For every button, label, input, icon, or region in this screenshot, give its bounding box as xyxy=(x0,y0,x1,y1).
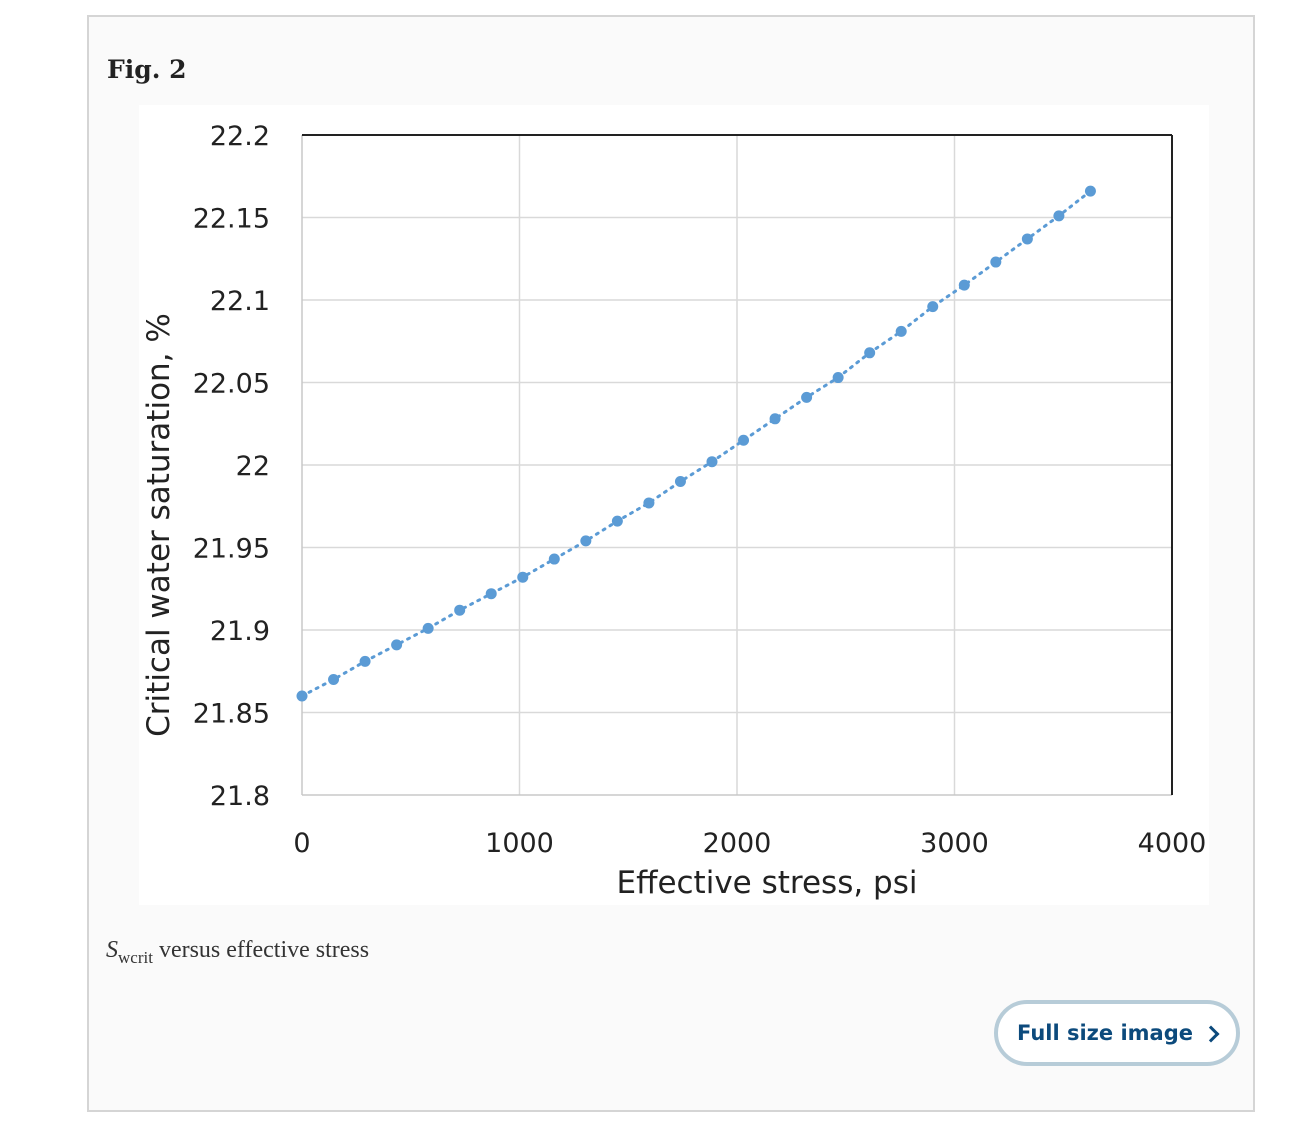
full-size-image-label: Full size image xyxy=(1017,1021,1193,1045)
x-tick-label: 0 xyxy=(293,828,310,859)
data-point xyxy=(738,434,750,446)
y-tick-label: 22.15 xyxy=(193,204,270,235)
x-axis-title: Effective stress, psi xyxy=(617,865,918,901)
y-tick-label: 22.1 xyxy=(210,286,270,317)
y-tick-label: 21.85 xyxy=(193,699,270,730)
data-point xyxy=(485,588,497,600)
full-size-image-button[interactable]: Full size image xyxy=(994,1000,1240,1066)
data-point xyxy=(958,279,970,291)
caption-symbol: S xyxy=(106,937,118,963)
figure-label: Fig. 2 xyxy=(107,55,187,84)
data-point xyxy=(706,456,718,468)
chart-area: 21.8 21.85 21.9 21.95 22 22.05 22.1 22.15 22.2 0 1… xyxy=(139,105,1209,905)
y-tick-label: 21.8 xyxy=(210,781,270,812)
data-point xyxy=(990,256,1002,268)
series-trend-line xyxy=(300,189,1092,698)
y-tick-label: 21.9 xyxy=(210,616,270,647)
data-point xyxy=(674,476,686,487)
x-tick-label: 3000 xyxy=(920,828,989,859)
x-tick-label: 2000 xyxy=(703,828,772,859)
y-axis-title: Critical water saturation, % xyxy=(141,313,177,737)
data-point xyxy=(422,622,434,634)
data-point xyxy=(391,639,403,651)
data-point xyxy=(454,604,466,616)
data-point xyxy=(1053,210,1065,222)
chart-series xyxy=(296,185,1096,702)
data-point xyxy=(296,690,308,702)
chevron-right-icon xyxy=(1202,1025,1220,1042)
data-point xyxy=(611,515,623,527)
y-tick-label: 21.95 xyxy=(193,534,270,565)
data-point xyxy=(864,347,876,359)
data-point xyxy=(927,301,939,313)
data-point xyxy=(1084,185,1096,197)
x-tick-label: 1000 xyxy=(485,828,554,859)
data-point xyxy=(517,571,529,583)
data-point xyxy=(801,391,813,403)
figure-caption: Swcrit versus effective stress xyxy=(106,937,369,968)
x-tick-label: 4000 xyxy=(1138,828,1207,859)
figure-panel: Fig. 2 21.8 21.85 21.9 21.95 22 22.05 22.1 22.1… xyxy=(87,15,1255,1112)
data-point xyxy=(328,674,340,685)
data-point xyxy=(832,372,844,384)
data-point xyxy=(359,655,371,667)
y-tick-label: 22 xyxy=(236,451,270,482)
chart-gridlines xyxy=(302,135,1172,795)
data-point xyxy=(769,413,781,425)
y-tick-label: 22.05 xyxy=(193,369,270,400)
data-point xyxy=(643,497,655,509)
data-point xyxy=(580,535,592,547)
caption-text: versus effective stress xyxy=(152,937,370,963)
chart-labels: 21.8 21.85 21.9 21.95 22 22.05 22.1 22.15 22.2 0 1… xyxy=(193,121,1207,859)
data-point xyxy=(1021,233,1033,245)
caption-subscript: wcrit xyxy=(118,947,153,967)
data-point xyxy=(895,325,907,337)
data-point xyxy=(548,553,560,565)
y-tick-label: 22.2 xyxy=(210,121,270,152)
scatter-chart: 21.8 21.85 21.9 21.95 22 22.05 22.1 22.15 22.2 0 1… xyxy=(141,121,1207,901)
chart-axes xyxy=(301,134,1173,796)
